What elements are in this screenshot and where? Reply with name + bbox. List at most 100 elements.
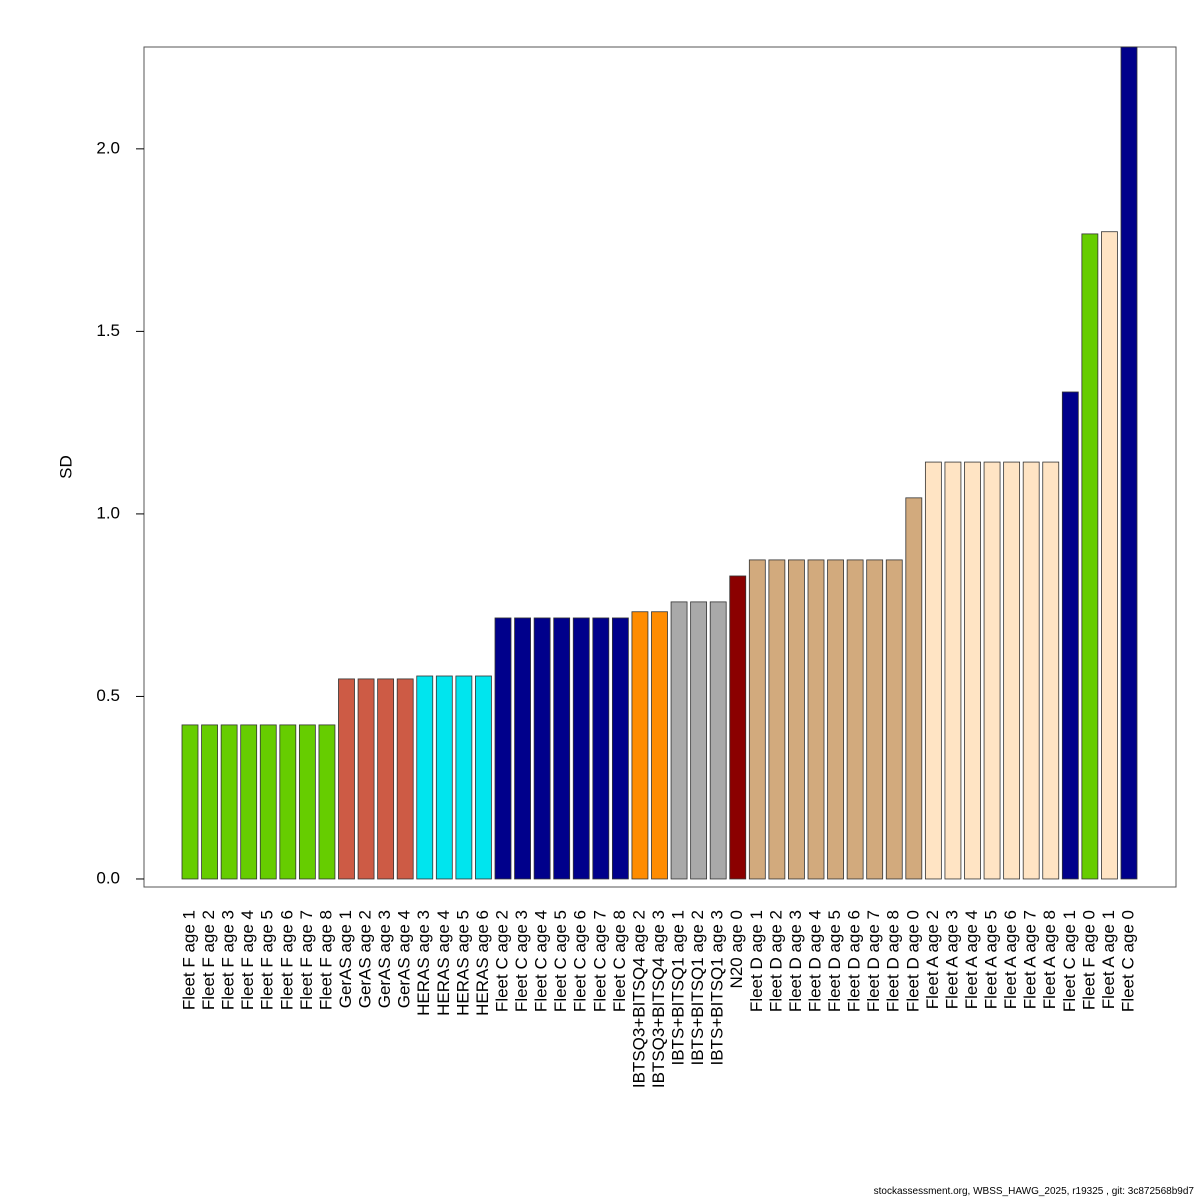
- x-tick-label: IBTS+BITSQ1 age 3: [708, 910, 727, 1065]
- bar: [220, 724, 238, 880]
- bar: [455, 675, 473, 880]
- bar: [1042, 461, 1060, 880]
- bar: [1061, 391, 1079, 880]
- bar: [807, 559, 825, 880]
- bar: [924, 461, 942, 880]
- bar: [768, 559, 786, 880]
- bar: [592, 617, 610, 880]
- x-tick-label: IBTSQ3+BITSQ4 age 2: [629, 910, 648, 1088]
- y-tick-label: 1.5: [96, 321, 120, 340]
- bar: [631, 611, 649, 880]
- x-tick-label: Fleet F age 8: [316, 910, 335, 1010]
- bar: [475, 675, 492, 880]
- bar: [533, 617, 551, 880]
- x-tick-label: Fleet F age 6: [277, 910, 296, 1010]
- y-tick-label: 1.0: [96, 503, 120, 522]
- bar: [240, 724, 258, 880]
- bar: [1081, 233, 1099, 880]
- x-tick-label: Fleet A age 8: [1040, 910, 1059, 1009]
- x-tick-label: Fleet F age 3: [219, 910, 238, 1010]
- footer: stockassessment.org, WBSS_HAWG_2025, r19…: [874, 1186, 1195, 1197]
- bar: [416, 675, 434, 880]
- x-tick-label: Fleet F age 7: [297, 910, 316, 1010]
- x-tick-label: Fleet C age 3: [512, 910, 531, 1012]
- bar: [729, 575, 747, 880]
- bar: [866, 559, 884, 880]
- x-tick-label: Fleet D age 8: [884, 910, 903, 1012]
- bar: [885, 559, 903, 880]
- bar: [181, 724, 199, 880]
- x-tick-label: HERAS age 6: [473, 910, 492, 1016]
- bar: [553, 617, 571, 880]
- x-tick-label: Fleet F age 4: [238, 910, 257, 1010]
- bar: [611, 617, 629, 880]
- x-tick-label: Fleet A age 2: [923, 910, 942, 1009]
- bar: [944, 461, 962, 880]
- bar: [690, 601, 708, 880]
- bar: [201, 724, 218, 880]
- x-tick-label: Fleet A age 4: [962, 910, 981, 1009]
- x-tick-label: Fleet D age 6: [845, 910, 864, 1012]
- y-tick-label: 2.0: [96, 138, 120, 157]
- bar: [651, 611, 668, 880]
- x-tick-label: Fleet F age 0: [1079, 910, 1098, 1010]
- x-tick-label: IBTSQ3+BITSQ4 age 3: [649, 910, 668, 1088]
- x-tick-label: GerAS age 1: [336, 910, 355, 1008]
- bar: [514, 617, 531, 880]
- x-tick-label: Fleet D age 0: [903, 910, 922, 1012]
- bar: [572, 617, 590, 880]
- x-tick-label: IBTS+BITSQ1 age 1: [669, 910, 688, 1065]
- x-tick-label: GerAS age 2: [356, 910, 375, 1008]
- bar: [318, 724, 336, 880]
- bar: [338, 678, 355, 880]
- x-tick-label: Fleet A age 7: [1021, 910, 1040, 1009]
- bar: [435, 675, 453, 880]
- bar: [983, 461, 1001, 880]
- bar: [494, 617, 512, 880]
- bar: [1101, 231, 1118, 880]
- bar: [279, 724, 297, 880]
- x-tick-label: Fleet D age 2: [766, 910, 785, 1012]
- bar: [1022, 461, 1040, 880]
- y-tick-label: 0.0: [96, 868, 120, 887]
- bar: [259, 724, 277, 880]
- x-tick-label: Fleet C age 2: [492, 910, 511, 1012]
- bar: [709, 601, 727, 880]
- bar: [298, 724, 316, 880]
- x-tick-label: Fleet C age 4: [532, 910, 551, 1012]
- x-tick-label: HERAS age 4: [434, 910, 453, 1016]
- y-tick-label: 0.5: [96, 686, 120, 705]
- x-tick-label: N20 age 0: [727, 910, 746, 988]
- bar: [670, 601, 688, 880]
- x-tick-label: Fleet D age 4: [805, 910, 824, 1012]
- x-tick-label: GerAS age 3: [375, 910, 394, 1008]
- x-tick-label: Fleet A age 1: [1099, 910, 1118, 1009]
- x-tick-label: Fleet C age 0: [1118, 910, 1137, 1012]
- x-tick-label: IBTS+BITSQ1 age 2: [688, 910, 707, 1065]
- x-tick-label: HERAS age 3: [414, 910, 433, 1016]
- x-tick-label: Fleet A age 3: [942, 910, 961, 1009]
- x-tick-label: Fleet F age 1: [179, 910, 198, 1010]
- x-tick-label: Fleet A age 6: [1001, 910, 1020, 1009]
- x-tick-label: Fleet D age 5: [825, 910, 844, 1012]
- x-tick-label: Fleet C age 6: [571, 910, 590, 1012]
- x-tick-label: Fleet A age 5: [982, 910, 1001, 1009]
- x-tick-label: Fleet D age 7: [864, 910, 883, 1012]
- bar: [1003, 461, 1021, 880]
- bar: [827, 559, 844, 880]
- x-tick-label: Fleet C age 7: [590, 910, 609, 1012]
- x-tick-label: Fleet F age 2: [199, 910, 218, 1010]
- y-axis-label: SD: [56, 455, 75, 479]
- bar: [905, 497, 923, 880]
- bar: [964, 461, 981, 880]
- x-tick-label: Fleet D age 1: [747, 910, 766, 1012]
- x-tick-label: Fleet D age 3: [786, 910, 805, 1012]
- x-tick-label: Fleet C age 5: [551, 910, 570, 1012]
- x-tick-label: Fleet C age 1: [1060, 910, 1079, 1012]
- x-tick-label: GerAS age 4: [395, 910, 414, 1008]
- bar: [357, 678, 375, 880]
- bar: [1120, 46, 1138, 880]
- plot-box: [143, 46, 1177, 888]
- bar: [846, 559, 864, 880]
